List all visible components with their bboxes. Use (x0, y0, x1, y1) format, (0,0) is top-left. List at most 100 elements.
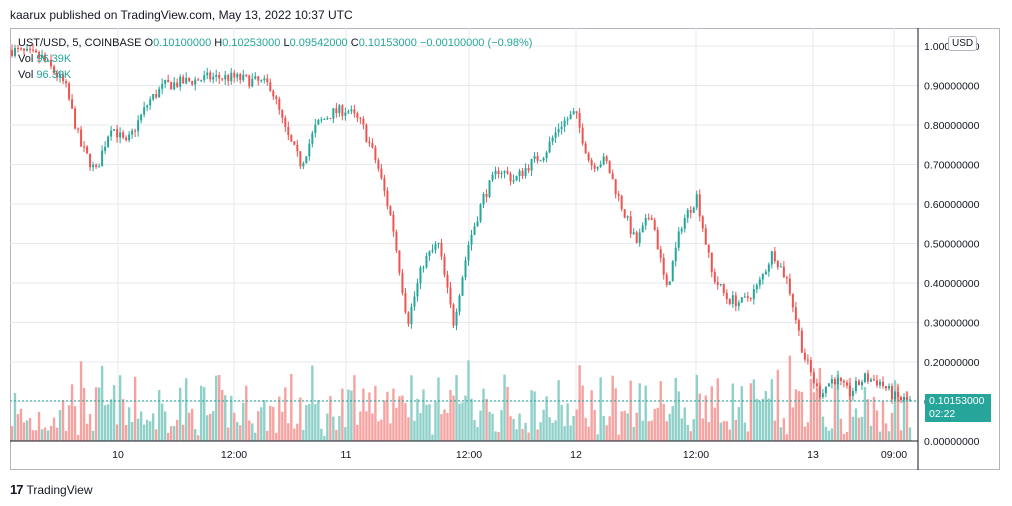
x-tick-label: 12 (570, 449, 582, 461)
volume-bar (419, 413, 422, 441)
volume-bar (172, 426, 176, 441)
volume-bar (145, 419, 149, 441)
volume-bar (449, 390, 452, 441)
volume-bar (644, 385, 647, 441)
candle-body (146, 105, 149, 108)
volume-bar (512, 418, 515, 441)
footer-branding[interactable]: 17 TradingView (10, 482, 93, 497)
candle-body (176, 82, 179, 87)
candle-body (395, 231, 398, 251)
volume-bar (266, 430, 269, 441)
candle-body (791, 293, 794, 308)
candle-body (218, 74, 221, 79)
candle-body (35, 50, 38, 53)
x-tick-label: 12:00 (456, 449, 482, 461)
x-tick-label: 10 (112, 449, 124, 461)
candle-body (563, 120, 566, 127)
volume-bar (752, 379, 756, 441)
volume-bar (626, 413, 629, 441)
candle-body (725, 292, 728, 300)
candle-body (119, 132, 122, 138)
candle-body (41, 55, 44, 58)
candle-body (854, 380, 857, 392)
candle-body (713, 272, 716, 283)
volume-bar (704, 395, 707, 441)
candle-body (110, 130, 113, 137)
candle-body (269, 82, 272, 91)
candle-body (482, 193, 485, 205)
chart-legend: UST/USD, 5, COINBASE O0.10100000 H0.1025… (18, 35, 532, 83)
price-chart[interactable]: 1.000000000.900000000.800000000.70000000… (10, 28, 1000, 470)
candle-body (758, 279, 761, 286)
volume-bar (680, 418, 683, 441)
volume-bar (725, 421, 728, 441)
candle-body (515, 176, 518, 181)
volume-bar (233, 412, 236, 441)
volume-bar (482, 388, 485, 441)
volume-bar (476, 426, 479, 441)
volume-bar (296, 423, 299, 441)
candle-body (389, 206, 392, 215)
volume-bar (440, 414, 443, 441)
candle-body (20, 48, 23, 50)
volume-bar (650, 420, 653, 441)
candle-body (344, 112, 347, 116)
candle-body (116, 129, 119, 138)
volume-bar (239, 425, 242, 441)
candle-body (608, 161, 611, 174)
candle-body (551, 137, 554, 142)
candle-body (314, 124, 317, 134)
volume-bar (533, 391, 536, 441)
volume-bar (178, 387, 182, 441)
volume-bar (260, 407, 263, 441)
candle-body (731, 295, 734, 305)
volume-bar (245, 385, 248, 441)
candle-body (95, 164, 98, 167)
candle-body (497, 170, 500, 174)
volume-bar (899, 430, 903, 441)
candle-body (305, 156, 308, 164)
volume-bar (368, 392, 371, 441)
candle-body (875, 380, 878, 386)
candle-body (587, 153, 590, 161)
candle-body (596, 166, 599, 169)
volume-bar (908, 427, 912, 441)
volume-bar (88, 413, 92, 441)
volume-bar (767, 398, 771, 441)
volume-bar (242, 402, 245, 441)
volume-bar (109, 399, 113, 441)
volume-bar (884, 423, 888, 441)
volume-bar (341, 388, 344, 441)
candle-body (722, 284, 725, 293)
candle-body (548, 141, 551, 153)
volume-bar (863, 386, 867, 441)
candle-body (662, 257, 665, 275)
candle-body (641, 225, 644, 233)
currency-button[interactable]: USD (948, 36, 978, 51)
open-value: 0.10100000 (153, 37, 212, 49)
candle-body (311, 133, 314, 144)
symbol-label[interactable]: UST/USD, 5, COINBASE (18, 37, 142, 49)
candle-body (527, 168, 530, 171)
volume-bar (572, 416, 575, 441)
candle-body (392, 214, 395, 232)
volume-bar (773, 420, 777, 441)
volume-bar (443, 409, 446, 441)
volume-bar (887, 431, 891, 441)
candle-body (902, 397, 905, 401)
candle-body (503, 171, 506, 173)
volume-bar (130, 422, 134, 441)
candle-body (842, 380, 845, 383)
volume-bar (815, 389, 819, 441)
volume-bar (581, 385, 584, 441)
candle-body (164, 79, 167, 84)
candle-body (212, 76, 215, 80)
candle-body (251, 78, 254, 87)
candle-body (320, 119, 323, 121)
candle-body (581, 127, 584, 144)
volume-bar (55, 427, 59, 441)
candle-body (287, 127, 290, 136)
candle-body (308, 143, 311, 157)
candle-body (728, 299, 731, 305)
candle-body (173, 82, 176, 90)
